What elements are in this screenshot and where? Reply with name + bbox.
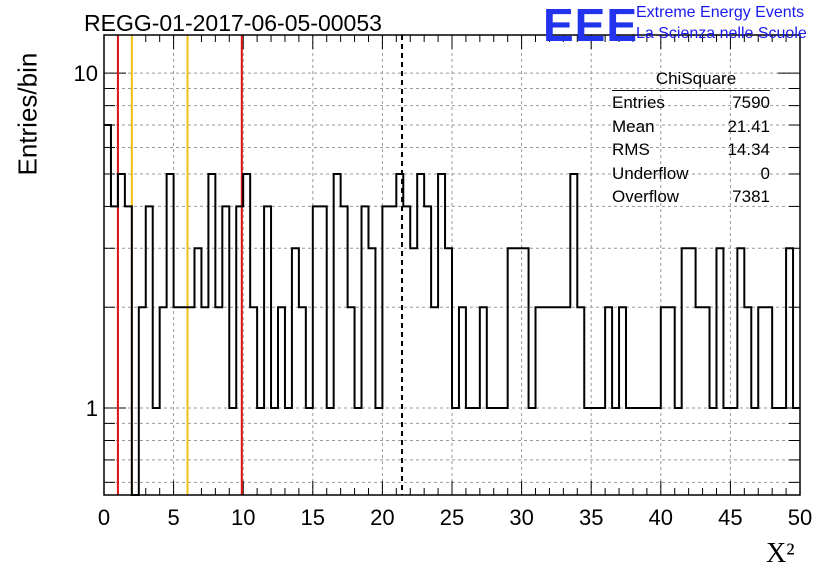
plot-frame xyxy=(103,34,801,496)
stats-row-rms: RMS 14.34 xyxy=(612,140,770,159)
reference-lines xyxy=(116,35,404,495)
y-tick-label: 10 xyxy=(74,61,98,86)
chart-title: REGG-01-2017-06-05-00053 xyxy=(84,10,382,36)
stats-title: ChiSquare xyxy=(612,68,770,91)
eee-logo-text: Extreme Energy Events La Scienza nelle S… xyxy=(636,2,807,44)
x-tick-label: 10 xyxy=(231,505,255,530)
x-tick-label: 45 xyxy=(718,505,742,530)
x-tick-labels: 0 5 10 15 20 25 30 35 40 45 50 xyxy=(98,505,812,530)
y-axis-label: Entries/bin xyxy=(12,52,43,176)
x-tick-label: 40 xyxy=(649,505,673,530)
x-tick-label: 35 xyxy=(579,505,603,530)
x-tick-label: 15 xyxy=(301,505,325,530)
logo-line-1: Extreme Energy Events xyxy=(636,4,805,21)
x-tick-label: 50 xyxy=(788,505,812,530)
x-tick-label: 25 xyxy=(440,505,464,530)
stats-box: ChiSquare Entries 7590 Mean 21.41 RMS 14.34… xyxy=(612,68,770,209)
stats-row-overflow: Overflow 7381 xyxy=(612,187,770,206)
stats-row-underflow: Underflow 0 xyxy=(612,163,770,183)
x-tick-label: 0 xyxy=(98,505,110,530)
x-axis-label: X² xyxy=(766,538,795,569)
x-tick-label: 20 xyxy=(370,505,394,530)
y-tick-label: 1 xyxy=(86,396,98,421)
y-tick-labels: 1 10 xyxy=(74,61,98,421)
stats-row-entries: Entries 7590 xyxy=(612,93,770,112)
eee-logo-mark: EEE xyxy=(543,0,639,51)
stats-row-mean: Mean 21.41 xyxy=(612,116,770,136)
x-tick-label: 30 xyxy=(509,505,533,530)
logo-line-2: La Scienza nelle Scuole xyxy=(636,25,807,42)
histogram-line xyxy=(104,124,800,496)
x-tick-label: 5 xyxy=(167,505,179,530)
